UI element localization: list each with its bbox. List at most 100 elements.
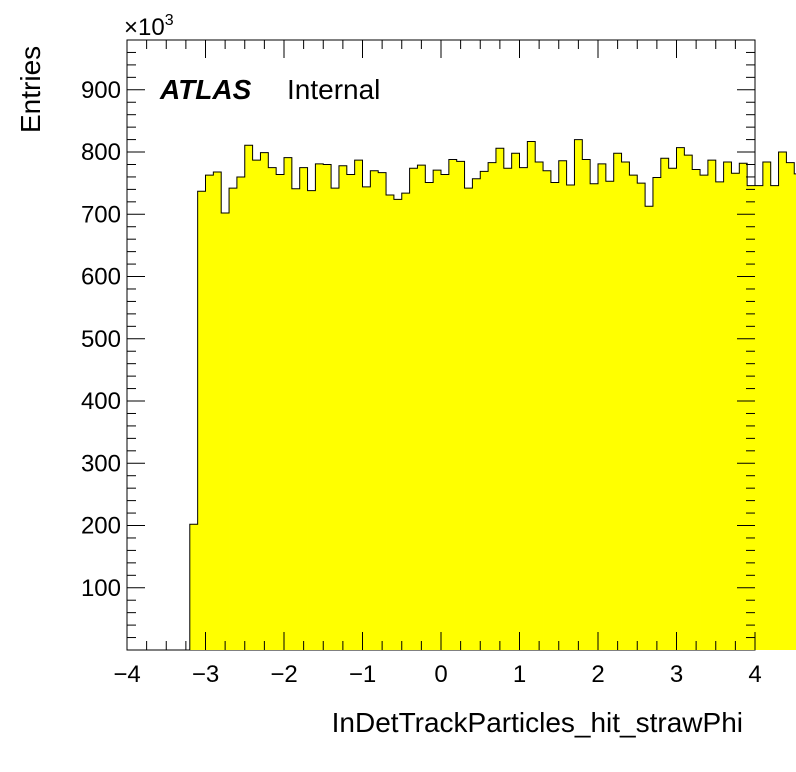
atlas-label: ATLAS bbox=[159, 74, 252, 105]
histogram-bin-48 bbox=[566, 185, 575, 650]
histogram-bin-70 bbox=[739, 163, 748, 650]
histogram-bin-39 bbox=[495, 148, 505, 650]
y-axis-ticks: 100 200 300 400 500 600 700 800 900 bbox=[81, 39, 755, 639]
histogram-bin-21 bbox=[354, 160, 363, 650]
y-tick-label: 900 bbox=[81, 77, 121, 104]
histogram-bin-52 bbox=[598, 163, 607, 650]
histogram-bin-69 bbox=[731, 173, 740, 650]
x-tick-label: −1 bbox=[349, 661, 376, 688]
histogram-bin-63 bbox=[684, 155, 693, 650]
y-tick-label: 100 bbox=[81, 575, 121, 602]
histogram-bin-31 bbox=[433, 170, 442, 650]
histogram-bin-34 bbox=[456, 161, 465, 650]
x-tick-label: 3 bbox=[670, 661, 683, 688]
histogram-bin-2 bbox=[205, 175, 214, 651]
histogram-bin-65 bbox=[700, 175, 709, 651]
histogram-bin-40 bbox=[503, 168, 513, 650]
histogram-bin-6 bbox=[236, 176, 246, 650]
histogram-bin-25 bbox=[386, 194, 395, 650]
y-multiplier: ×103 bbox=[124, 12, 174, 41]
x-tick-label: 2 bbox=[591, 661, 604, 688]
histogram-bin-8 bbox=[252, 160, 261, 650]
y-axis-title: Entries bbox=[15, 46, 46, 133]
histogram-bin-18 bbox=[331, 188, 340, 650]
histogram-bin-58 bbox=[645, 206, 654, 650]
y-tick-label: 700 bbox=[81, 201, 121, 228]
histogram-bin-72 bbox=[755, 185, 764, 650]
x-tick-label: −3 bbox=[192, 661, 219, 688]
histogram-bin-4 bbox=[221, 213, 230, 650]
histogram-bin-47 bbox=[558, 160, 567, 650]
histogram-bin-64 bbox=[692, 169, 701, 650]
histogram-bin-59 bbox=[652, 177, 662, 650]
histogram-bin-42 bbox=[519, 167, 528, 650]
histogram-bin-76 bbox=[786, 162, 795, 651]
histogram-bin-29 bbox=[417, 165, 426, 650]
histogram-bin-17 bbox=[323, 164, 332, 650]
histogram-bin-44 bbox=[535, 162, 544, 650]
histogram-bin-57 bbox=[637, 183, 646, 650]
histogram-bin-53 bbox=[605, 181, 615, 651]
histogram-bin-30 bbox=[425, 182, 434, 650]
y-tick-label: 400 bbox=[81, 388, 121, 415]
histogram-bars bbox=[189, 139, 796, 651]
histogram-bin-51 bbox=[590, 183, 599, 651]
histogram-bin-20 bbox=[346, 174, 356, 650]
x-tick-label: 4 bbox=[748, 661, 761, 688]
histogram-bin-22 bbox=[362, 186, 371, 651]
histogram-bin-55 bbox=[621, 162, 630, 650]
histogram-bin-43 bbox=[527, 141, 536, 651]
histogram-bin-27 bbox=[401, 193, 410, 651]
histogram-bin-60 bbox=[660, 158, 670, 650]
histogram-bin-41 bbox=[511, 153, 520, 651]
histogram-bin-37 bbox=[480, 171, 489, 650]
histogram-bin-62 bbox=[676, 147, 685, 651]
histogram-bin-50 bbox=[582, 159, 591, 651]
y-tick-label: 200 bbox=[81, 513, 121, 540]
x-tick-label: 1 bbox=[513, 661, 526, 688]
histogram-bin-38 bbox=[488, 162, 497, 651]
histogram-bin-77 bbox=[794, 173, 796, 650]
histogram-bin-10 bbox=[268, 167, 277, 650]
histogram-bin-75 bbox=[778, 152, 787, 650]
histogram-bin-9 bbox=[260, 152, 269, 650]
histogram-bin-36 bbox=[472, 178, 481, 650]
status-label: Internal bbox=[287, 74, 380, 105]
histogram-bin-19 bbox=[338, 165, 348, 651]
histogram-bin-13 bbox=[291, 188, 301, 650]
histogram-bin-54 bbox=[613, 153, 622, 651]
x-tick-label: −2 bbox=[270, 661, 297, 688]
y-multiplier-exponent: 3 bbox=[165, 12, 174, 29]
y-tick-label: 500 bbox=[81, 326, 121, 353]
histogram-outline bbox=[189, 139, 796, 650]
y-multiplier-base: ×10 bbox=[124, 14, 165, 41]
x-tick-label: −4 bbox=[113, 661, 140, 688]
histogram-bin-3 bbox=[213, 171, 222, 651]
histogram-bin-16 bbox=[315, 163, 324, 650]
histogram-bin-11 bbox=[276, 174, 285, 650]
histogram-bin-35 bbox=[464, 188, 473, 650]
histogram-bin-28 bbox=[409, 168, 418, 650]
x-axis-ticks: −4 −3 −2 −1 0 1 2 3 4 bbox=[113, 40, 762, 688]
x-axis-title: InDetTrackParticles_hit_strawPhi bbox=[332, 707, 743, 738]
histogram-bin-74 bbox=[770, 185, 779, 650]
y-tick-label: 300 bbox=[81, 450, 121, 477]
histogram-bin-7 bbox=[244, 145, 253, 650]
y-tick-label: 600 bbox=[81, 264, 121, 291]
y-tick-label: 800 bbox=[81, 139, 121, 166]
histogram-bin-0 bbox=[189, 524, 199, 650]
histogram-bin-12 bbox=[284, 157, 293, 650]
histogram-bin-14 bbox=[299, 167, 308, 650]
histogram-bin-46 bbox=[550, 182, 560, 650]
histogram-bin-68 bbox=[723, 162, 732, 650]
histogram-bin-32 bbox=[441, 174, 450, 650]
histogram-bin-24 bbox=[378, 172, 387, 650]
histogram-bin-15 bbox=[307, 190, 316, 650]
histogram-bin-66 bbox=[707, 160, 717, 650]
histogram-bin-73 bbox=[762, 162, 772, 650]
histogram-bin-61 bbox=[668, 168, 677, 650]
histogram-bin-23 bbox=[370, 170, 379, 650]
x-tick-label: 0 bbox=[434, 661, 447, 688]
histogram-bin-33 bbox=[448, 159, 458, 651]
